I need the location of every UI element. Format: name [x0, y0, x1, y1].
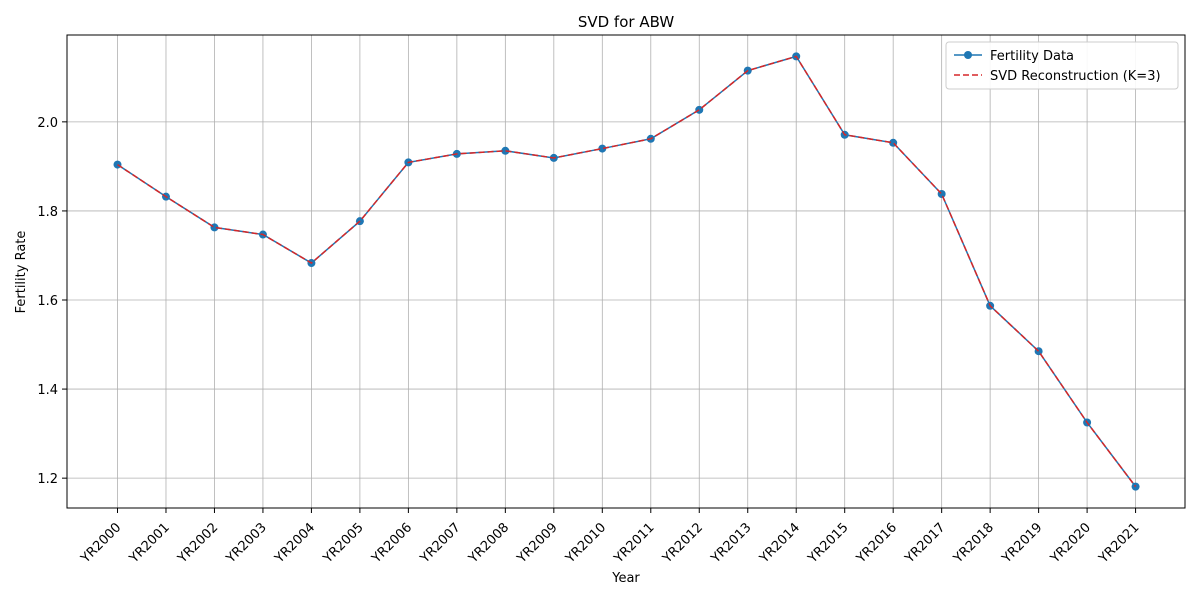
- y-tick-label: 1.2: [37, 472, 58, 487]
- y-tick-label: 1.8: [37, 205, 58, 220]
- plot-frame: [66, 34, 1186, 509]
- chart-title: SVD for ABW: [578, 13, 675, 31]
- y-axis: 1.2 1.4 1.6 1.8 2.0: [37, 116, 67, 487]
- data-point: [1131, 482, 1140, 491]
- legend-box: [945, 41, 1179, 90]
- legend-label-fertility: Fertility Data: [990, 49, 1074, 64]
- y-tick-label: 1.4: [37, 383, 58, 398]
- data-point: [501, 146, 510, 155]
- legend-marker-fertility: [964, 51, 972, 59]
- y-axis-label: Fertility Rate: [14, 231, 29, 314]
- series-line-svd: [117, 55, 1137, 488]
- series-layer: [113, 52, 1140, 491]
- data-point: [113, 160, 122, 169]
- grid: [67, 35, 1185, 508]
- y-tick-label: 1.6: [37, 294, 58, 309]
- legend: Fertility Data SVD Reconstruction (K=3): [945, 41, 1179, 90]
- legend-label-svd: SVD Reconstruction (K=3): [990, 69, 1161, 84]
- data-point: [598, 144, 607, 153]
- x-axis-label: Year: [611, 571, 640, 586]
- y-tick-label: 2.0: [37, 116, 58, 131]
